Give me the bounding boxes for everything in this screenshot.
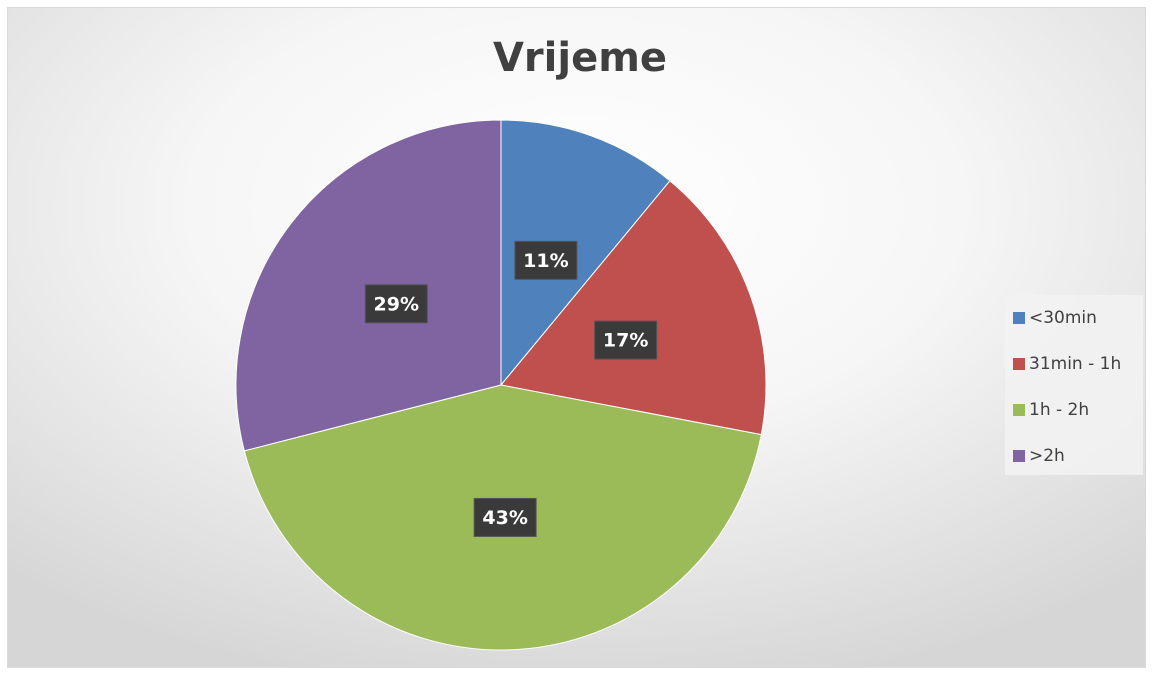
legend-label: 31min - 1h bbox=[1029, 354, 1121, 374]
data-label-box bbox=[514, 240, 578, 280]
legend-swatch bbox=[1013, 404, 1025, 416]
legend-label: >2h bbox=[1029, 446, 1065, 466]
pie-slice bbox=[500, 180, 767, 436]
legend-label: <30min bbox=[1029, 308, 1097, 328]
legend-swatch bbox=[1013, 450, 1025, 462]
data-label-box bbox=[364, 284, 428, 324]
data-label-box bbox=[473, 497, 537, 537]
data-label: 29% bbox=[374, 293, 419, 315]
data-label: 11% bbox=[523, 250, 568, 272]
data-label: 17% bbox=[603, 330, 648, 352]
pie-slice bbox=[500, 119, 671, 387]
legend-label: 1h - 2h bbox=[1029, 400, 1089, 420]
data-label: 43% bbox=[482, 507, 527, 529]
chart-title: Vrijeme bbox=[493, 35, 667, 81]
legend-box bbox=[1005, 295, 1143, 475]
legend-swatch bbox=[1013, 312, 1025, 324]
data-label-box bbox=[594, 320, 658, 360]
legend-swatch bbox=[1013, 358, 1025, 370]
